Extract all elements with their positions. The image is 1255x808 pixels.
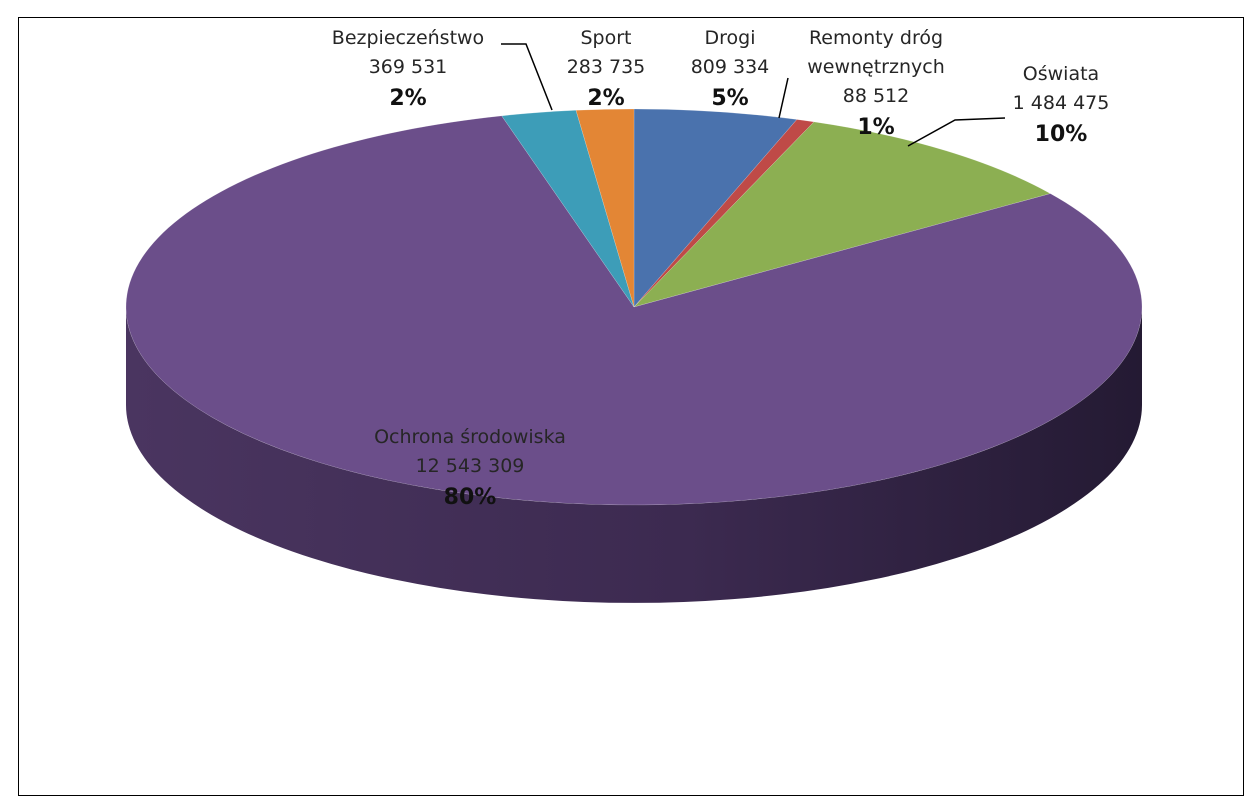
slice-label-3: Ochrona środowiska: [374, 426, 566, 448]
slice-label-2: Oświata: [1023, 63, 1099, 85]
pie-slice-0: [633, 108, 798, 308]
leader-line-layer: [501, 43, 1006, 147]
slice-value-2: 1 484 475: [1013, 92, 1110, 114]
slice-value-3: 12 543 309: [416, 455, 525, 477]
slice-value-5: 283 735: [567, 56, 646, 78]
pie-slice-1: [633, 119, 815, 308]
slice-value-4: 369 531: [369, 56, 448, 78]
slice-label-1-line-1: wewnętrznych: [807, 56, 945, 78]
leader-line-1: [778, 77, 789, 119]
slice-value-0: 809 334: [691, 56, 770, 78]
slice-percent-0: 5%: [711, 86, 748, 111]
pie-slice-3: [125, 115, 1143, 506]
slice-label-1-line-0: Remonty dróg: [809, 27, 943, 49]
slice-label-4: Bezpieczeństwo: [332, 27, 484, 49]
slice-label-5: Sport: [580, 27, 631, 49]
slice-percent-3: 80%: [444, 485, 497, 510]
pie-side-layer: [126, 307, 1142, 603]
pie-top-layer: [125, 108, 1143, 506]
slice-value-1: 88 512: [843, 85, 909, 107]
slice-percent-4: 2%: [389, 86, 426, 111]
leader-line-4: [501, 43, 553, 111]
pie-slice-2: [633, 121, 1052, 308]
label-layer: Drogi 809 334 5% Remonty dróg wewnętrznych 88…: [332, 27, 1110, 510]
slice-label-0: Drogi: [705, 27, 756, 49]
pie-slice-5: [575, 108, 635, 308]
slice-percent-1: 1%: [857, 115, 894, 140]
pie-slice-4: [501, 110, 635, 308]
slice-percent-2: 10%: [1035, 122, 1088, 147]
slice-percent-5: 2%: [587, 86, 624, 111]
pie-side-3: [126, 307, 1142, 603]
leader-line-2: [907, 117, 1006, 147]
